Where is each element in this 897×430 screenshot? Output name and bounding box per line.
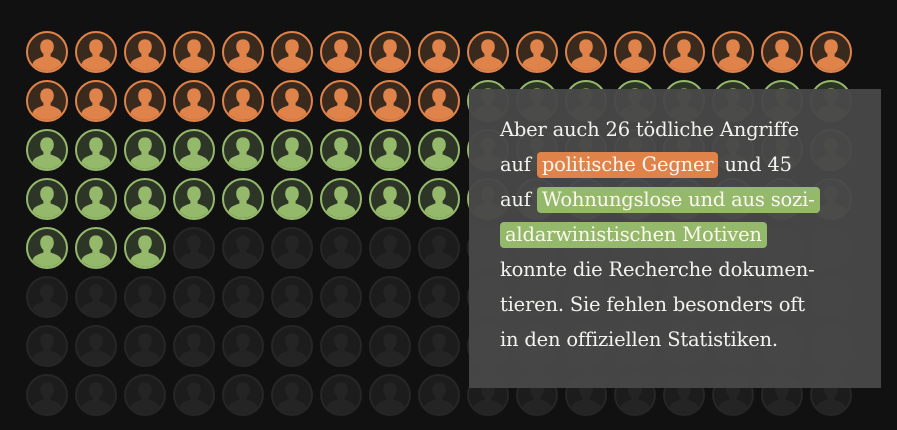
person-icon [75, 129, 117, 171]
person-icon [124, 374, 166, 416]
person-icon [75, 276, 117, 318]
person-icon [320, 31, 362, 73]
person-icon [75, 80, 117, 122]
person-icon [418, 80, 460, 122]
person-icon [418, 374, 460, 416]
person-icon [712, 31, 754, 73]
person-icon [26, 276, 68, 318]
person-icon [369, 227, 411, 269]
card-text-line: Aber auch 26 tödliche Angriffe [500, 112, 861, 147]
person-icon [26, 325, 68, 367]
person-icon [271, 31, 313, 73]
person-icon [173, 80, 215, 122]
annotation-card: Aber auch 26 tödliche Angriffe auf politi… [469, 89, 881, 388]
person-icon [75, 178, 117, 220]
person-icon [75, 325, 117, 367]
person-icon [565, 31, 607, 73]
text-segment: Aber auch 26 tödliche Angriffe [500, 118, 799, 141]
person-icon [369, 80, 411, 122]
text-segment: auf [500, 153, 537, 176]
person-icon [271, 227, 313, 269]
person-icon [369, 129, 411, 171]
person-icon [418, 129, 460, 171]
person-icon [663, 31, 705, 73]
person-icon [467, 31, 509, 73]
text-segment: in den offiziellen Statistiken. [500, 328, 778, 351]
person-icon [222, 374, 264, 416]
person-icon [271, 276, 313, 318]
person-icon [418, 227, 460, 269]
person-icon [124, 276, 166, 318]
person-icon [222, 227, 264, 269]
card-text-line: auf politische Gegner und 45 [500, 147, 861, 182]
person-icon [173, 178, 215, 220]
person-icon [26, 80, 68, 122]
text-segment: und 45 [718, 153, 792, 176]
person-icon [320, 129, 362, 171]
person-icon [173, 31, 215, 73]
person-icon [320, 227, 362, 269]
person-icon [418, 31, 460, 73]
person-icon [271, 80, 313, 122]
person-icon [320, 80, 362, 122]
person-icon [124, 129, 166, 171]
person-icon [271, 129, 313, 171]
person-icon [222, 80, 264, 122]
person-icon [320, 325, 362, 367]
person-icon [222, 31, 264, 73]
person-icon [320, 178, 362, 220]
person-icon [124, 227, 166, 269]
person-icon [124, 80, 166, 122]
person-icon [222, 276, 264, 318]
person-icon [222, 129, 264, 171]
card-text-line: tieren. Sie fehlen besonders oft [500, 287, 861, 322]
person-icon [124, 325, 166, 367]
person-icon [173, 129, 215, 171]
person-icon [418, 325, 460, 367]
person-icon [173, 325, 215, 367]
person-icon [271, 178, 313, 220]
person-icon [124, 178, 166, 220]
person-icon [26, 31, 68, 73]
person-icon [173, 227, 215, 269]
person-icon [369, 276, 411, 318]
person-icon [26, 178, 68, 220]
person-icon [614, 31, 656, 73]
person-icon [369, 31, 411, 73]
person-icon [173, 276, 215, 318]
card-text-line: in den offiziellen Statistiken. [500, 322, 861, 357]
person-icon [369, 374, 411, 416]
text-segment: tieren. Sie fehlen besonders oft [500, 293, 805, 316]
person-icon [320, 374, 362, 416]
person-icon [75, 31, 117, 73]
person-icon [810, 31, 852, 73]
person-icon [271, 374, 313, 416]
person-icon [26, 374, 68, 416]
person-icon [271, 325, 313, 367]
highlight-label: politische Gegner [536, 152, 719, 178]
person-icon [124, 31, 166, 73]
person-icon [761, 31, 803, 73]
person-icon [222, 178, 264, 220]
card-text-line: konnte die Recherche dokumen- [500, 252, 861, 287]
card-text-line: auf Wohnungslose und aus sozi- [500, 182, 861, 217]
person-icon [320, 276, 362, 318]
highlight-label: Wohnungslose und aus sozi- [536, 187, 820, 213]
person-icon [75, 227, 117, 269]
person-icon [418, 276, 460, 318]
person-icon [369, 325, 411, 367]
card-text-line: aldarwinistischen Motiven [500, 217, 861, 252]
person-icon [173, 374, 215, 416]
text-segment: konnte die Recherche dokumen- [500, 258, 815, 281]
text-segment: auf [500, 188, 537, 211]
highlight-label: aldarwinistischen Motiven [500, 222, 767, 248]
person-icon [516, 31, 558, 73]
person-icon [222, 325, 264, 367]
person-icon [369, 178, 411, 220]
person-icon [26, 227, 68, 269]
person-icon [418, 178, 460, 220]
person-icon [75, 374, 117, 416]
person-icon [26, 129, 68, 171]
